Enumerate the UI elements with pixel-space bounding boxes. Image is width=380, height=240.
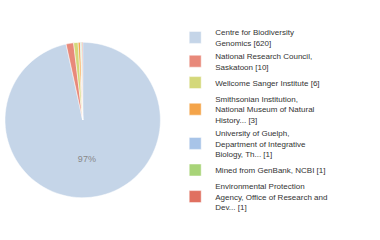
svg-text:Centre for BiodiversityGenomic: Centre for BiodiversityGenomics [620] bbox=[215, 28, 294, 47]
svg-text:Smithsonian Institution,Nation: Smithsonian Institution,National Museum … bbox=[215, 95, 314, 125]
svg-text:Environmental ProtectionAgency: Environmental ProtectionAgency, Office o… bbox=[215, 182, 327, 212]
svg-text:Wellcome Sanger Institute [6]: Wellcome Sanger Institute [6] bbox=[215, 79, 319, 88]
svg-text:University of Guelph,Departmen: University of Guelph,Department of Integ… bbox=[215, 129, 306, 159]
svg-text:Mined from GenBank, NCBI [1]: Mined from GenBank, NCBI [1] bbox=[215, 166, 325, 175]
svg-text:National Research Council,Sask: National Research Council,Saskatoon [10] bbox=[215, 52, 312, 71]
svg-text:97%: 97% bbox=[78, 154, 96, 164]
